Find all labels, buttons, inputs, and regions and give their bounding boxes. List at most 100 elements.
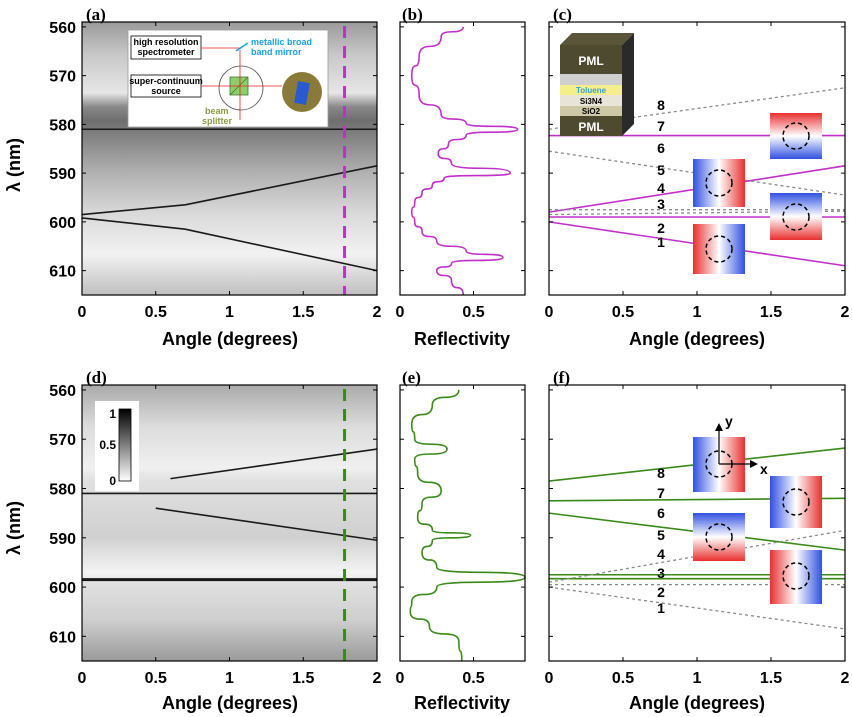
xtick-label-a-1: 0.5 — [145, 304, 167, 321]
frame-c — [548, 21, 846, 296]
stack-layer-gap-top — [560, 74, 622, 85]
mode-label-c-8: 8 — [657, 97, 665, 113]
mode-label-c-6: 6 — [657, 140, 665, 156]
panel-b: 0 0.5 — [396, 21, 526, 321]
mode-label-f-8: 8 — [657, 465, 665, 481]
ytick-label-d-0: 560 — [49, 383, 76, 400]
mode-label-f-3: 3 — [657, 565, 665, 581]
dispersion-curve-c-5 — [548, 150, 846, 196]
stack-label-si3n4: Si3N4 — [580, 97, 603, 106]
mode-core-c-7 — [782, 122, 810, 150]
splitter-label-2: splitter — [202, 116, 233, 126]
stack-label-toluene: Toluene — [576, 86, 607, 95]
mode-label-c-5: 5 — [657, 162, 665, 178]
optics-circle — [218, 65, 264, 111]
mode-profile-c-7 — [770, 113, 822, 159]
xtick-label-d-1: 0.5 — [145, 670, 167, 687]
frame-a — [81, 21, 378, 296]
mode-core-f-3 — [782, 562, 810, 590]
xtick-label-c-2: 1 — [693, 304, 702, 321]
splitter-label-1: beam — [205, 106, 229, 116]
xtick-label-f-0: 0 — [545, 670, 554, 687]
ytick-label-a-0: 560 — [49, 20, 76, 37]
stack-layer-pml-top — [560, 45, 622, 74]
xlabel-c: Angle (degrees) — [629, 329, 765, 349]
spectrometer-label-2: spectrometer — [137, 47, 195, 57]
mode-profile-c-5 — [693, 159, 745, 207]
colorbar-min-label: 0 — [109, 474, 116, 488]
stack-side-face — [622, 33, 634, 136]
mode-core-f-7 — [782, 488, 810, 516]
stack-layer-pml-bottom — [560, 116, 622, 136]
sample-chip — [294, 81, 310, 105]
mode-profiles-f: y x — [693, 413, 822, 604]
xtick-label-a-2: 1 — [225, 304, 234, 321]
ytick-label-d-4: 600 — [49, 580, 76, 597]
ytick-label-a-1: 570 — [49, 69, 76, 86]
stack-layer-toluene — [560, 85, 622, 95]
reflectivity-curve-e — [409, 389, 526, 662]
mode-core-f-6 — [705, 523, 733, 551]
ytick-label-a-5: 610 — [49, 264, 76, 281]
ytick-label-d-2: 580 — [49, 482, 76, 499]
axis-arrow-y-head — [715, 423, 723, 431]
mode-label-c-2: 2 — [657, 220, 665, 236]
mode-profile-c-3 — [770, 193, 822, 240]
stack-label-pml-bottom: PML — [578, 120, 603, 134]
mode-label-f-2: 2 — [657, 584, 665, 600]
panel-label-b: (b) — [402, 5, 423, 24]
mode-core-c-5 — [705, 169, 733, 197]
xtick-label-f-1: 0.5 — [612, 670, 634, 687]
xtick-label-a-3: 1.5 — [292, 304, 314, 321]
mode-line-a-2 — [81, 217, 378, 272]
spectrometer-box — [130, 35, 202, 60]
stack-label-sio2: SiO2 — [582, 107, 601, 116]
ylabel-d: λ (nm) — [4, 501, 24, 555]
xlabel-f: Angle (degrees) — [629, 693, 765, 713]
colorbar-mid-label: 0.5 — [99, 438, 116, 452]
ytick-label-a-3: 590 — [49, 166, 76, 183]
mode-profile-f-7 — [770, 476, 822, 528]
spectrometer-label-1: high resolution — [134, 37, 199, 47]
frame-e — [399, 384, 526, 662]
xtick-label-d-4: 2 — [373, 670, 382, 687]
mirror-label-1: metallic broad — [251, 37, 312, 47]
xtick-label-a-0: 0 — [78, 304, 87, 321]
mode-line-a-1 — [81, 165, 378, 216]
mode-line-d-2 — [155, 507, 378, 542]
mirror-line — [235, 42, 249, 52]
xtick-label-d-0: 0 — [78, 670, 87, 687]
panel-label-c: (c) — [553, 5, 572, 24]
colorbar — [118, 408, 132, 482]
axis-arrow-x-head — [750, 460, 758, 468]
ytick-label-a-2: 580 — [49, 117, 76, 134]
ytick-label-d-1: 570 — [49, 432, 76, 449]
mode-label-c-4: 4 — [657, 180, 665, 196]
panel-label-d: (d) — [86, 368, 107, 387]
frame-b — [399, 21, 526, 296]
panel-e: 0 0.5 — [396, 384, 526, 687]
axis-label-y: y — [725, 413, 733, 429]
ytick-label-d-3: 590 — [49, 531, 76, 548]
stack-label-pml-top: PML — [578, 54, 603, 68]
mode-label-f-6: 6 — [657, 505, 665, 521]
xlabel-a: Angle (degrees) — [162, 329, 298, 349]
colorbar-max-label: 1 — [109, 407, 116, 421]
stack-layer-sio2 — [560, 106, 622, 116]
panel-label-e: (e) — [402, 368, 421, 387]
xtick-label-d-3: 1.5 — [292, 670, 314, 687]
axis-label-x: x — [760, 461, 768, 477]
xtick-label-e-1: 0.5 — [462, 670, 484, 687]
xtick-label-f-2: 1 — [693, 670, 702, 687]
source-label-2: source — [151, 86, 181, 96]
xtick-label-b-1: 0.5 — [462, 304, 484, 321]
mode-label-f-1: 1 — [657, 600, 665, 616]
mode-profile-c-1 — [693, 224, 745, 274]
xtick-label-d-2: 1 — [225, 670, 234, 687]
stack-layer-si3n4 — [560, 95, 622, 106]
layer-stack-inset: PML Toluene Si3N4 SiO2 PML — [560, 33, 634, 136]
source-label-1: super-continuum — [129, 76, 203, 86]
xlabel-d: Angle (degrees) — [162, 693, 298, 713]
colorbar-background — [95, 401, 139, 491]
